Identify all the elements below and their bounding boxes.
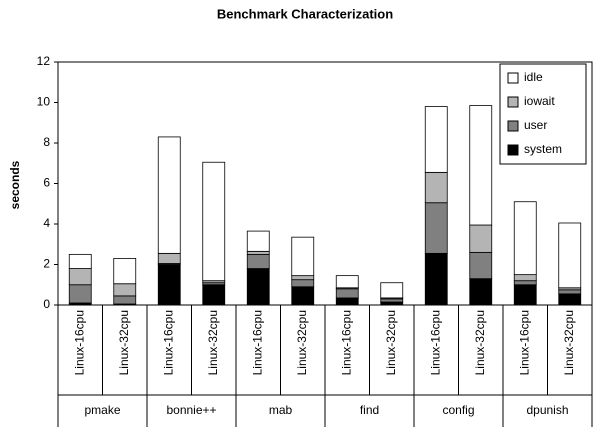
bar-segment <box>558 289 582 295</box>
x-tick-label: Linux-32cpu <box>473 310 487 375</box>
bar-segment <box>513 274 537 282</box>
bar-segment <box>513 284 537 306</box>
bar-segment <box>469 251 493 280</box>
y-tick-label: 12 <box>37 54 51 68</box>
bar-segment <box>157 252 181 264</box>
bar-segment <box>558 293 582 306</box>
x-tick-label: Linux-16cpu <box>339 310 353 375</box>
group-label: config <box>442 403 474 417</box>
x-tick-label: Linux-32cpu <box>384 310 398 375</box>
bar-segment <box>424 202 448 254</box>
bar-segment <box>335 275 359 289</box>
group-label: mab <box>269 403 293 417</box>
y-axis-label: seconds <box>8 160 22 209</box>
group-label: dpunish <box>526 403 568 417</box>
y-tick-label: 4 <box>43 216 50 230</box>
bar-segment <box>246 268 270 306</box>
bar-segment <box>68 268 92 286</box>
bar-segment <box>291 286 315 306</box>
bar-segment <box>558 222 582 289</box>
x-tick-label: Linux-16cpu <box>72 310 86 375</box>
bar-segment <box>68 253 92 269</box>
bar-segment <box>380 298 404 303</box>
bar-segment <box>513 201 537 276</box>
bar-segment <box>202 284 226 306</box>
bar-segment <box>291 236 315 277</box>
x-tick-label: Linux-32cpu <box>562 310 576 375</box>
legend-swatch <box>507 96 519 108</box>
bar-segment <box>513 280 537 286</box>
bar-segment <box>157 136 181 254</box>
x-tick-label: Linux-16cpu <box>428 310 442 375</box>
legend-label: system <box>524 142 562 156</box>
bar-segment <box>113 295 137 305</box>
bar-segment <box>469 105 493 226</box>
x-tick-label: Linux-32cpu <box>206 310 220 375</box>
bar-segment <box>68 284 92 304</box>
bar-segment <box>113 258 137 285</box>
y-tick-label: 0 <box>43 297 50 311</box>
bar-segment <box>469 224 493 253</box>
bar-segment <box>380 301 404 306</box>
x-tick-label: Linux-32cpu <box>117 310 131 375</box>
bar-segment <box>157 264 181 306</box>
bar-segment <box>424 106 448 173</box>
group-label: pmake <box>84 403 120 417</box>
legend-label: idle <box>524 70 543 84</box>
group-label: find <box>360 403 379 417</box>
bar-segment <box>246 250 270 255</box>
legend-swatch <box>507 144 519 156</box>
legend-swatch <box>507 120 519 132</box>
legend-swatch <box>507 72 519 84</box>
x-tick-label: Linux-32cpu <box>295 310 309 375</box>
bar-segment <box>246 253 270 269</box>
bar-segment <box>291 275 315 281</box>
x-tick-label: Linux-16cpu <box>250 310 264 375</box>
bar-segment <box>202 161 226 282</box>
x-tick-label: Linux-16cpu <box>161 310 175 375</box>
y-tick-label: 6 <box>43 176 50 190</box>
legend-label: iowait <box>524 94 555 108</box>
bar-segment <box>424 252 448 306</box>
bar-segment <box>335 297 359 306</box>
x-tick-label: Linux-16cpu <box>517 310 531 375</box>
bar-segment <box>291 279 315 288</box>
group-label: bonnie++ <box>166 403 216 417</box>
bar-segment <box>424 171 448 204</box>
y-tick-label: 2 <box>43 257 50 271</box>
chart-title: Benchmark Characterization <box>217 6 393 21</box>
y-tick-label: 8 <box>43 135 50 149</box>
y-tick-label: 10 <box>37 95 51 109</box>
legend-label: user <box>524 118 547 132</box>
bar-segment <box>469 278 493 306</box>
bar-segment <box>335 288 359 299</box>
bar-segment <box>246 230 270 252</box>
bar-segment <box>380 282 404 299</box>
bar-segment <box>113 283 137 297</box>
